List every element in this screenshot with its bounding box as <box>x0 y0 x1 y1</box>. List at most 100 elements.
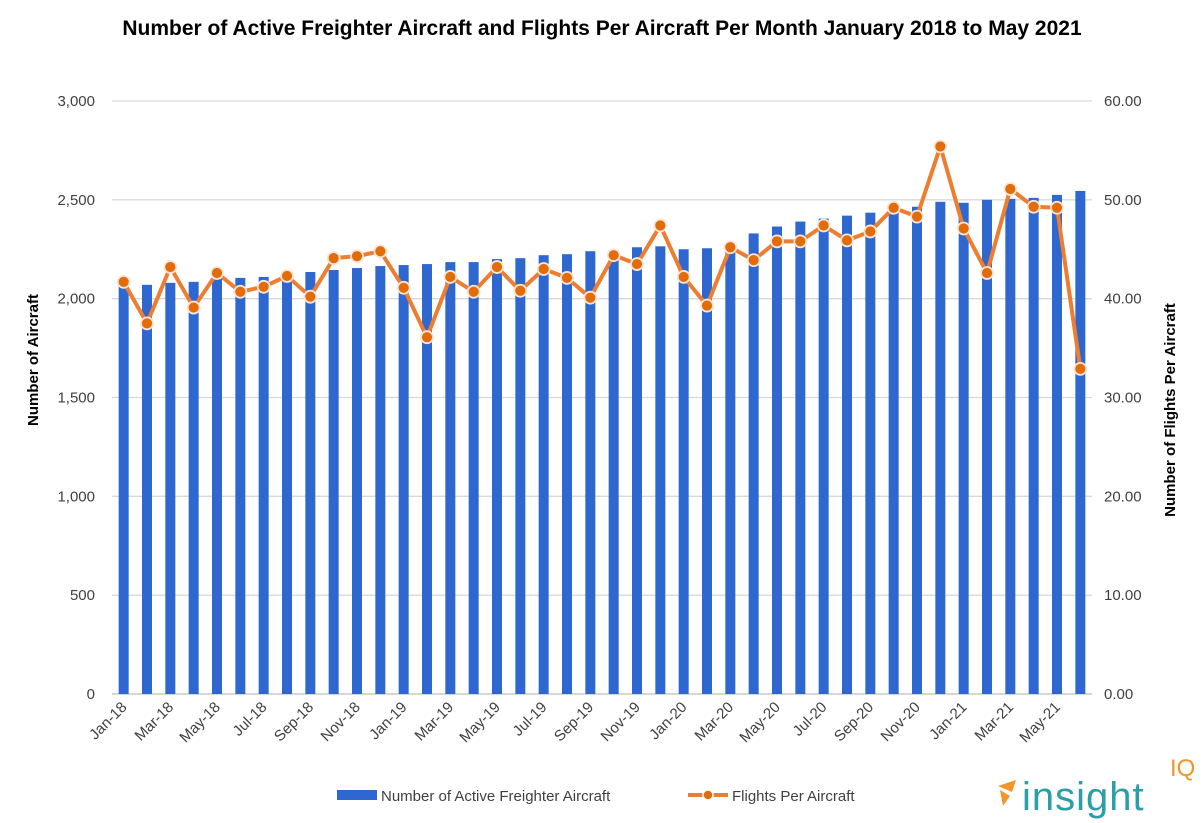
legend: Number of Active Freighter Aircraft Flig… <box>337 788 855 805</box>
y-tick-label: 2,500 <box>57 192 95 209</box>
bar <box>468 262 479 694</box>
line-marker <box>1073 361 1088 376</box>
bar <box>865 212 876 694</box>
bar <box>212 278 222 694</box>
bar <box>748 233 759 695</box>
line-marker <box>676 270 691 284</box>
bar <box>655 246 666 694</box>
bar <box>982 199 992 695</box>
y-tick-label: 1,000 <box>57 488 95 505</box>
line-marker <box>583 290 598 305</box>
y2-tick-label: 50.00 <box>1104 192 1142 209</box>
logo-suffix: IQ <box>1170 755 1195 782</box>
y2-tick-label: 40.00 <box>1104 291 1142 308</box>
line-marker <box>256 279 271 294</box>
bar <box>912 206 922 695</box>
line-marker <box>886 200 901 215</box>
line-marker <box>606 248 621 263</box>
y2-tick-label: 30.00 <box>1104 390 1142 407</box>
line-marker <box>280 269 294 283</box>
bar <box>608 250 619 694</box>
y2-tick-label: 20.00 <box>1104 488 1142 505</box>
legend-swatch-bar <box>337 790 377 800</box>
bar <box>818 218 829 694</box>
bar <box>538 255 549 694</box>
line-marker <box>466 284 481 299</box>
line-marker <box>910 209 924 224</box>
line-marker <box>326 251 341 266</box>
bar <box>118 282 129 694</box>
line-marker <box>233 284 248 299</box>
x-tick-label: May-21 <box>1016 699 1063 746</box>
line-marker <box>490 260 504 274</box>
line-marker <box>350 249 364 264</box>
line-marker <box>186 300 201 315</box>
y-tick-label: 3,000 <box>57 93 95 110</box>
line-marker <box>1050 200 1064 215</box>
x-tick-label: Jan-21 <box>926 699 970 743</box>
bar <box>1005 198 1016 694</box>
line-marker <box>536 262 551 276</box>
bar <box>585 251 596 694</box>
line-marker <box>116 274 131 289</box>
line-marker <box>723 240 738 255</box>
logo-mark-icon-lower <box>1000 790 1010 806</box>
x-tick-label: Jan-19 <box>366 699 410 743</box>
x-tick-label: Mar-21 <box>972 699 1018 745</box>
line-marker <box>770 234 784 249</box>
line-marker <box>793 234 808 249</box>
x-tick-label: May-18 <box>176 699 223 746</box>
x-tick-label: Jan-20 <box>646 699 690 743</box>
legend-label-line: Flights Per Aircraft <box>732 788 855 805</box>
y2-tick-label: 60.00 <box>1104 93 1142 110</box>
bar <box>772 226 782 695</box>
x-tick-label: Sep-18 <box>271 699 317 745</box>
x-tick-label: Jan-18 <box>86 699 130 743</box>
line-marker <box>700 298 714 313</box>
bar <box>328 270 339 694</box>
x-tick-label: Mar-20 <box>692 699 738 745</box>
bar <box>515 258 526 694</box>
bar <box>352 268 362 694</box>
bar <box>445 262 456 694</box>
line-marker <box>373 244 388 259</box>
line-marker <box>863 224 878 239</box>
line-marker <box>980 266 994 280</box>
line-marker <box>396 280 411 295</box>
line-marker <box>443 270 458 284</box>
bar <box>375 266 386 694</box>
line-marker <box>420 330 434 345</box>
line-marker <box>816 218 831 233</box>
x-tick-label: May-20 <box>736 699 783 746</box>
bar <box>958 202 969 694</box>
bar <box>842 215 852 694</box>
bar <box>422 264 432 694</box>
y-tick-label: 2,000 <box>57 291 95 308</box>
legend-label-bar: Number of Active Freighter Aircraft <box>381 788 611 805</box>
y2-tick-label: 10.00 <box>1104 587 1142 604</box>
bar <box>1052 194 1062 694</box>
line-marker <box>560 271 574 285</box>
x-tick-label: Jul-20 <box>790 699 831 740</box>
bar <box>142 284 152 694</box>
bar <box>165 282 176 694</box>
bar <box>1075 190 1086 694</box>
x-tick-label: Nov-20 <box>878 699 924 745</box>
bar <box>795 221 806 694</box>
bar <box>1028 197 1039 694</box>
line-marker <box>1026 199 1041 214</box>
insight-iq-logo: insight IQ <box>998 755 1195 819</box>
bar <box>235 277 246 694</box>
y-tick-label: 1,500 <box>57 390 95 407</box>
line-marker <box>513 283 528 298</box>
x-tick-label: Nov-19 <box>598 699 644 745</box>
bar <box>305 271 316 694</box>
line-marker <box>746 253 761 268</box>
bar <box>678 249 689 694</box>
bar <box>188 281 199 694</box>
bar <box>935 201 946 694</box>
line-marker <box>630 257 644 271</box>
y-tick-label: 0 <box>87 686 95 703</box>
bar <box>492 259 502 694</box>
